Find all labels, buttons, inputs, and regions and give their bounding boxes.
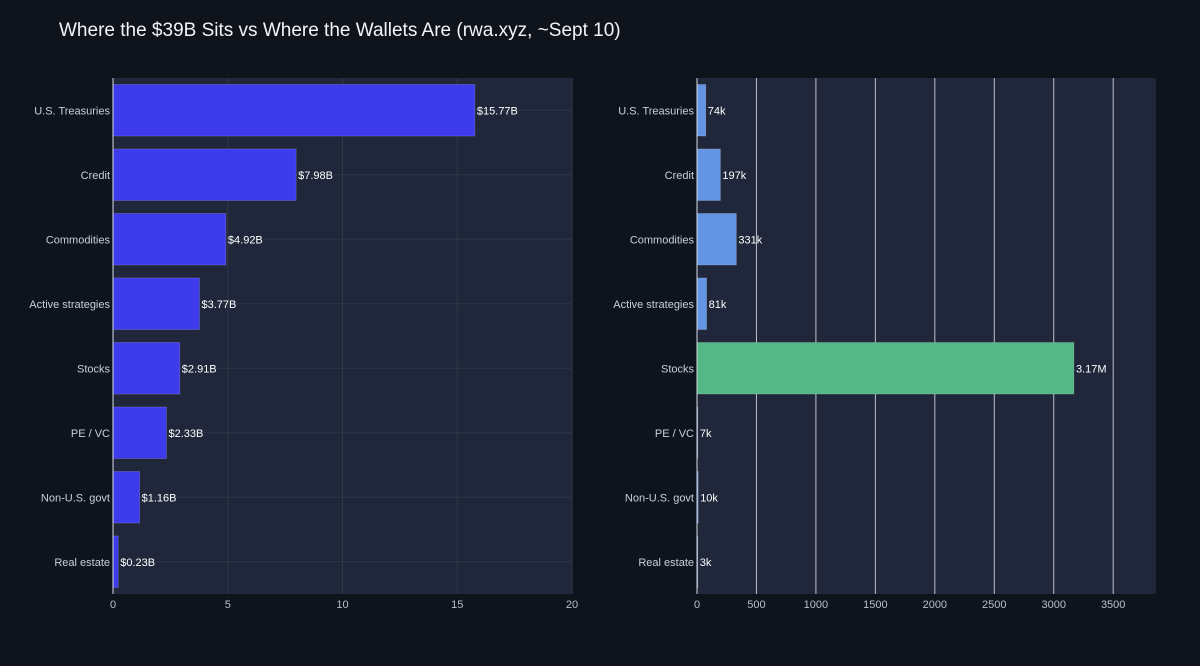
left-data-label: $7.98B: [298, 170, 333, 182]
left-bar: [112, 148, 297, 201]
left-bar: [112, 342, 181, 395]
left-x-tick-label: 15: [451, 599, 463, 611]
left-category-label: Non-U.S. govt: [41, 492, 110, 504]
left-bar: [112, 277, 200, 330]
right-bar: [696, 84, 707, 137]
left-x-tick-label: 10: [336, 599, 348, 611]
right-data-label: 197k: [722, 170, 746, 182]
right-data-label: 3k: [700, 557, 712, 569]
right-category-label: Credit: [665, 170, 694, 182]
right-x-tick-label: 1500: [863, 599, 887, 611]
right-bar: [696, 213, 737, 266]
right-category-label: Commodities: [630, 234, 695, 246]
right-x-tick-label: 0: [694, 599, 700, 611]
left-category-label: Credit: [81, 170, 110, 182]
right-data-label: 81k: [709, 299, 727, 311]
right-x-tick-label: 2500: [982, 599, 1006, 611]
right-chart-panel: 0 500 1000 1500 2000 2500 3000 3500 U.S. Treasur…: [613, 78, 1156, 611]
right-category-label: Stocks: [661, 363, 695, 375]
chart-title: Where the $39B Sits vs Where the Wallets…: [59, 20, 621, 41]
left-chart-panel: 0 5 10 15 20 U.S. Treasuries $15.77B Credit $7.9…: [29, 78, 578, 611]
right-x-tick-label: 3000: [1041, 599, 1065, 611]
left-bar: [112, 213, 227, 266]
right-x-tick-label: 3500: [1101, 599, 1125, 611]
right-bar: [696, 277, 707, 330]
right-bar: [696, 148, 721, 201]
right-data-label: 3.17M: [1076, 363, 1107, 375]
right-data-label: 74k: [708, 105, 726, 117]
right-plot-area: [697, 78, 1156, 594]
right-data-label: 7k: [700, 428, 712, 440]
left-category-label: U.S. Treasuries: [34, 105, 110, 117]
right-data-label: 331k: [738, 234, 762, 246]
left-category-label: Commodities: [46, 234, 111, 246]
left-data-label: $3.77B: [202, 299, 237, 311]
left-bar: [112, 471, 140, 524]
left-category-label: Real estate: [54, 557, 110, 569]
left-bar: [112, 535, 119, 588]
left-x-tick-label: 5: [225, 599, 231, 611]
right-bar: [696, 342, 1075, 395]
right-category-label: Active strategies: [613, 299, 694, 311]
left-data-label: $2.33B: [168, 428, 203, 440]
left-x-tick-label: 20: [566, 599, 578, 611]
left-bar: [112, 406, 167, 459]
right-category-label: Non-U.S. govt: [625, 492, 694, 504]
left-category-label: Stocks: [77, 363, 111, 375]
left-bar: [112, 84, 476, 137]
left-data-label: $2.91B: [182, 363, 217, 375]
right-category-label: Real estate: [638, 557, 694, 569]
left-data-label: $15.77B: [477, 105, 518, 117]
right-x-tick-label: 1000: [804, 599, 828, 611]
right-category-label: PE / VC: [655, 428, 694, 440]
right-x-tick-label: 500: [747, 599, 765, 611]
right-x-tick-label: 2000: [923, 599, 947, 611]
left-data-label: $0.23B: [120, 557, 155, 569]
left-x-tick-label: 0: [110, 599, 116, 611]
right-data-label: 10k: [700, 492, 718, 504]
right-category-label: U.S. Treasuries: [618, 105, 694, 117]
left-data-label: $1.16B: [142, 492, 177, 504]
left-category-label: Active strategies: [29, 299, 110, 311]
left-data-label: $4.92B: [228, 234, 263, 246]
left-category-label: PE / VC: [71, 428, 110, 440]
